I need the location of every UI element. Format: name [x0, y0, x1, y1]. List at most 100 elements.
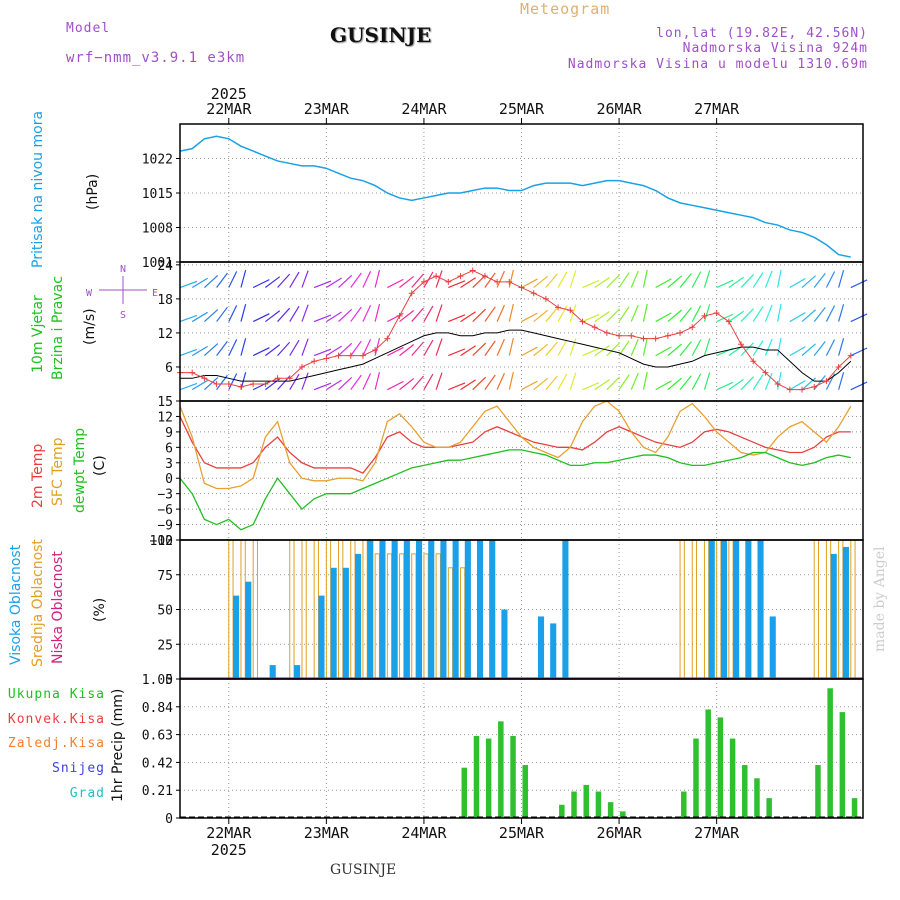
wind-barb	[533, 377, 549, 391]
precip-bar	[705, 709, 711, 818]
wind-barb	[825, 305, 836, 322]
wind-barb	[374, 269, 381, 288]
wind-barb	[265, 310, 281, 323]
cloud-high-bar	[501, 609, 508, 679]
cloud-high-bar	[720, 540, 728, 679]
wind-barb	[496, 372, 505, 390]
wind-barb	[435, 304, 443, 322]
cloud-high-bar	[745, 540, 752, 679]
wind-barb	[301, 304, 309, 322]
wind-barb	[703, 372, 711, 390]
wind-barb	[313, 348, 332, 357]
cloud-mid-bar	[435, 553, 441, 680]
precip-bar	[742, 765, 748, 818]
wind-barb	[460, 345, 476, 357]
wind-barb	[326, 345, 342, 357]
wind-barb	[289, 339, 300, 356]
wind-gust-line	[180, 269, 852, 391]
y-tick-label: 9	[165, 426, 173, 441]
wind-barb	[838, 372, 845, 390]
x-tick-label-bottom: 24MAR	[401, 824, 447, 842]
precip-bar	[473, 735, 480, 818]
wind-barb	[338, 342, 353, 357]
wind-barb	[362, 339, 372, 356]
compass-north-label: N	[120, 264, 126, 275]
y-tick-label: 0	[165, 472, 173, 487]
wind-barb	[533, 309, 549, 323]
wind-barb	[484, 272, 496, 288]
wind-barb	[399, 378, 415, 391]
wind-barb	[655, 380, 672, 391]
y-tick-label: 18	[157, 293, 173, 308]
wind-gust-marker	[213, 380, 220, 387]
wind-gust-marker	[335, 352, 342, 359]
wind-gust-marker	[811, 383, 818, 390]
wind-barb	[460, 277, 476, 289]
wind-gust-marker	[286, 375, 293, 382]
wind-barb	[691, 271, 702, 288]
pressure-line	[179, 135, 851, 258]
wind-barb	[594, 379, 610, 391]
cloud-high-bar	[355, 553, 362, 679]
precip-bar	[729, 738, 736, 818]
wind-gust-marker	[457, 273, 464, 280]
elevation-label: Nadmorska Visina 924m	[682, 41, 868, 56]
wind-gust-marker	[311, 358, 318, 365]
cloud-mid-bar	[411, 553, 417, 680]
precip-bar	[510, 735, 516, 818]
wind-barb	[850, 279, 868, 289]
cloud-high-bar	[757, 540, 764, 679]
wind-barb	[642, 303, 648, 322]
wind-barb	[557, 373, 568, 390]
wind-gust-marker	[408, 290, 415, 297]
wind-gust-marker	[518, 284, 525, 291]
cloud-high-bar	[562, 540, 569, 679]
wind-barb	[569, 372, 577, 390]
compass-west-label: W	[86, 288, 93, 299]
wind-barb	[399, 344, 415, 357]
wind-barb	[191, 277, 208, 289]
y-tick-label: 25	[157, 638, 173, 653]
wind-barb	[838, 304, 845, 322]
y-tick-label: 1015	[142, 187, 173, 202]
wind-barb	[777, 337, 782, 356]
wind-barb	[813, 272, 826, 288]
wind-barb	[191, 379, 208, 391]
wind-barb	[545, 307, 558, 322]
x-tick-label-top: 26MAR	[596, 100, 642, 118]
wind-barb	[411, 307, 424, 322]
x-tick-label-bottom: 22MAR	[206, 824, 252, 842]
wind-gust-marker	[420, 278, 427, 285]
wind-barb	[801, 377, 816, 391]
wind-barb	[203, 275, 219, 288]
precip-bar	[571, 791, 577, 818]
wind-barb	[642, 337, 648, 356]
wind-barb	[362, 373, 372, 390]
x-tick-label-bottom: 23MAR	[304, 824, 350, 842]
wind-barb	[374, 303, 381, 322]
precip-bar	[693, 738, 699, 818]
wind-barb	[216, 272, 228, 288]
wind-gust-marker	[225, 380, 232, 387]
wind-gust-marker	[201, 375, 208, 382]
wind-barb	[667, 275, 683, 288]
precip-bar	[461, 767, 468, 818]
wind-barb	[435, 338, 443, 356]
wind-barb	[764, 304, 773, 322]
wind-gust-marker	[494, 278, 501, 285]
wind-barb	[850, 347, 868, 357]
product-label: Meteogram	[520, 0, 611, 18]
x-tick-label-top: 22MAR	[206, 100, 252, 118]
temp-2m-line	[179, 416, 851, 474]
dewpoint-line	[179, 449, 851, 531]
wind-barb	[850, 313, 868, 323]
y-tick-label: 100	[150, 534, 173, 549]
wind-barb	[326, 379, 342, 391]
wind-barb	[838, 338, 845, 356]
wind-gust-marker	[738, 341, 745, 348]
wind-barb	[630, 304, 639, 322]
legend-hail: Grad	[69, 786, 105, 801]
wind-barb	[716, 381, 734, 391]
wind-barb	[801, 275, 816, 288]
wind-gust-marker	[323, 355, 330, 362]
